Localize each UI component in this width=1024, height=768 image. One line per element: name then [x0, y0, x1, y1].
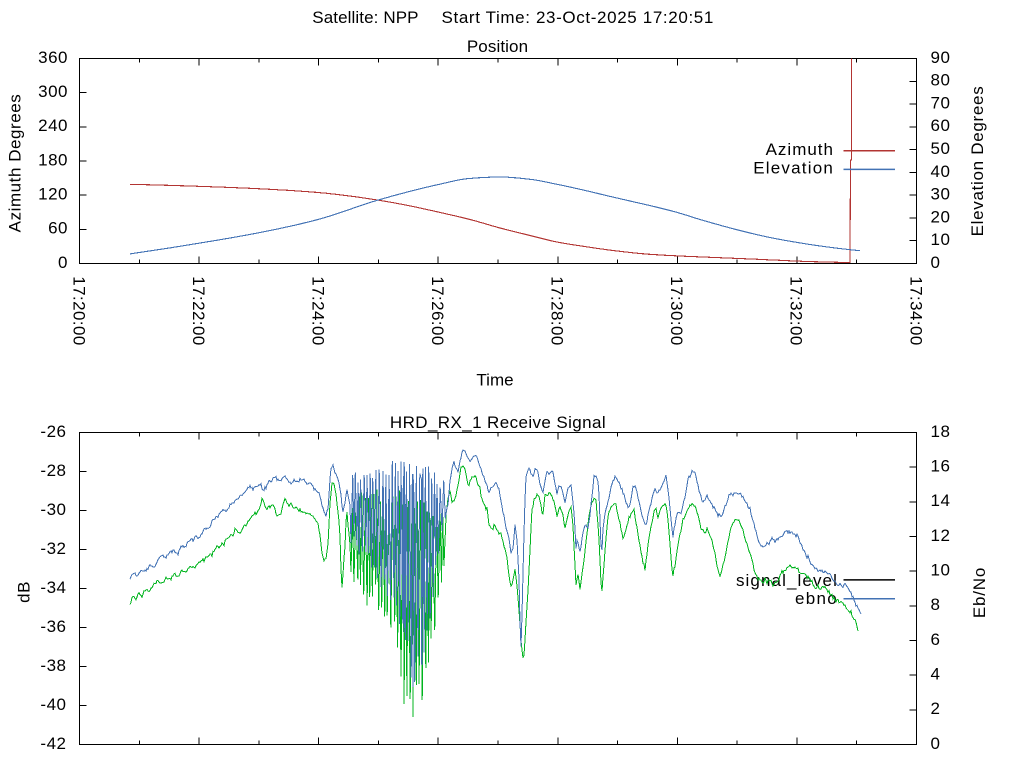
svg-text:60: 60	[48, 219, 68, 238]
svg-text:300: 300	[38, 82, 68, 101]
svg-text:17:34:00: 17:34:00	[906, 276, 925, 346]
svg-text:-40: -40	[40, 695, 66, 714]
svg-text:dB: dB	[15, 581, 34, 603]
svg-text:-32: -32	[40, 539, 66, 558]
svg-text:Azimuth Degrees: Azimuth Degrees	[6, 94, 25, 233]
svg-text:0: 0	[931, 253, 941, 272]
svg-text:0: 0	[931, 734, 941, 753]
svg-text:17:26:00: 17:26:00	[428, 276, 447, 346]
svg-text:4: 4	[931, 665, 941, 684]
svg-text:70: 70	[931, 94, 951, 113]
svg-text:-34: -34	[40, 578, 66, 597]
svg-text:10: 10	[931, 561, 951, 580]
svg-text:-26: -26	[40, 422, 66, 441]
svg-text:signal_level: signal_level	[736, 571, 838, 590]
svg-text:-28: -28	[40, 461, 66, 480]
svg-text:17:20:00: 17:20:00	[69, 276, 88, 346]
svg-text:16: 16	[931, 457, 951, 476]
svg-text:12: 12	[931, 526, 951, 545]
svg-text:Azimuth: Azimuth	[766, 140, 834, 159]
svg-text:20: 20	[931, 207, 951, 226]
svg-text:17:22:00: 17:22:00	[189, 276, 208, 346]
svg-text:-38: -38	[40, 656, 66, 675]
svg-text:30: 30	[931, 185, 951, 204]
svg-text:2: 2	[931, 699, 941, 718]
svg-text:14: 14	[931, 491, 951, 510]
svg-text:17:30:00: 17:30:00	[667, 276, 686, 346]
svg-text:-36: -36	[40, 617, 66, 636]
svg-text:50: 50	[931, 139, 951, 158]
svg-text:180: 180	[38, 150, 68, 169]
svg-text:8: 8	[931, 595, 941, 614]
svg-text:-30: -30	[40, 500, 66, 519]
svg-text:-42: -42	[40, 734, 66, 753]
svg-text:18: 18	[931, 422, 951, 441]
svg-text:Eb/No: Eb/No	[970, 567, 989, 618]
svg-text:0: 0	[58, 253, 68, 272]
svg-text:240: 240	[38, 116, 68, 135]
svg-text:Time: Time	[476, 370, 513, 389]
svg-text:Start Time: 23-Oct-2025 17:20:: Start Time: 23-Oct-2025 17:20:51	[442, 8, 714, 27]
svg-text:HRD_RX_1 Receive Signal: HRD_RX_1 Receive Signal	[390, 413, 606, 432]
svg-text:ebno: ebno	[795, 589, 838, 608]
svg-text:80: 80	[931, 71, 951, 90]
svg-text:Satellite: NPP: Satellite: NPP	[312, 8, 418, 27]
svg-text:40: 40	[931, 162, 951, 181]
svg-text:17:28:00: 17:28:00	[548, 276, 567, 346]
svg-text:Elevation Degrees: Elevation Degrees	[968, 86, 987, 237]
svg-text:6: 6	[931, 630, 941, 649]
svg-text:17:24:00: 17:24:00	[308, 276, 327, 346]
svg-text:10: 10	[931, 230, 951, 249]
svg-text:90: 90	[931, 48, 951, 67]
svg-text:60: 60	[931, 116, 951, 135]
svg-text:360: 360	[38, 48, 68, 67]
svg-text:Position: Position	[467, 37, 528, 56]
svg-text:120: 120	[38, 185, 68, 204]
svg-text:Elevation: Elevation	[753, 159, 834, 178]
svg-text:17:32:00: 17:32:00	[787, 276, 806, 346]
